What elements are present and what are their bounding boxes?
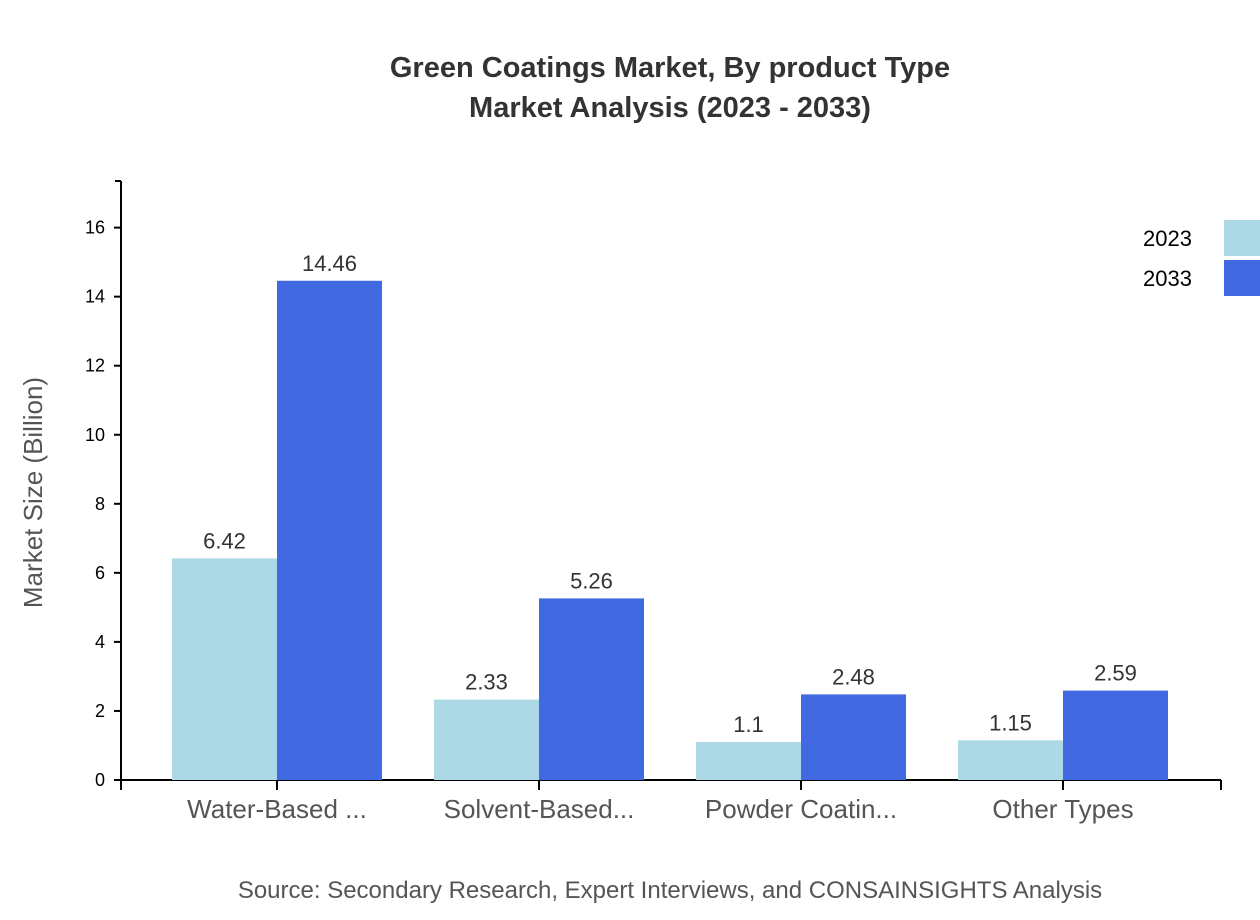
y-tick-label: 0 bbox=[95, 770, 105, 790]
y-tick-label: 14 bbox=[85, 287, 105, 307]
x-tick-label: Solvent-Based... bbox=[444, 794, 635, 824]
data-label: 2.33 bbox=[465, 670, 508, 695]
bar-2033 bbox=[277, 280, 382, 780]
bar-2033 bbox=[801, 694, 906, 780]
y-tick-label: 2 bbox=[95, 701, 105, 721]
bar-2033 bbox=[539, 598, 644, 780]
bar-2023 bbox=[696, 742, 801, 780]
y-tick-label: 10 bbox=[85, 425, 105, 445]
x-tick-label: Other Types bbox=[992, 794, 1133, 824]
data-label: 2.48 bbox=[832, 664, 875, 689]
bar-2023 bbox=[172, 558, 277, 780]
legend-label: 2023 bbox=[1143, 226, 1192, 251]
data-label: 1.1 bbox=[733, 712, 764, 737]
data-label: 6.42 bbox=[203, 528, 246, 553]
data-label: 14.46 bbox=[302, 251, 357, 276]
y-tick-label: 4 bbox=[95, 632, 105, 652]
legend-label: 2033 bbox=[1143, 266, 1192, 291]
bar-2023 bbox=[958, 740, 1063, 780]
y-tick-label: 16 bbox=[85, 218, 105, 238]
bar-2023 bbox=[434, 699, 539, 780]
data-label: 2.59 bbox=[1094, 661, 1137, 686]
y-tick-label: 8 bbox=[95, 494, 105, 514]
x-tick-label: Water-Based ... bbox=[187, 794, 367, 824]
legend-swatch-2023 bbox=[1224, 220, 1260, 256]
x-tick-label: Powder Coatin... bbox=[705, 794, 897, 824]
y-axis-title: Market Size (Billion) bbox=[18, 377, 48, 608]
data-label: 5.26 bbox=[570, 568, 613, 593]
chart-title: Green Coatings Market, By product Type bbox=[389, 52, 951, 84]
y-tick-label: 6 bbox=[95, 563, 105, 583]
legend-swatch-2033 bbox=[1224, 260, 1260, 296]
bar-2033 bbox=[1063, 690, 1168, 780]
source-note: Source: Secondary Research, Expert Inter… bbox=[237, 877, 1103, 904]
data-label: 1.15 bbox=[989, 710, 1032, 735]
chart-subtitle: Market Analysis (2023 - 2033) bbox=[469, 92, 871, 124]
y-tick-label: 12 bbox=[85, 356, 105, 376]
